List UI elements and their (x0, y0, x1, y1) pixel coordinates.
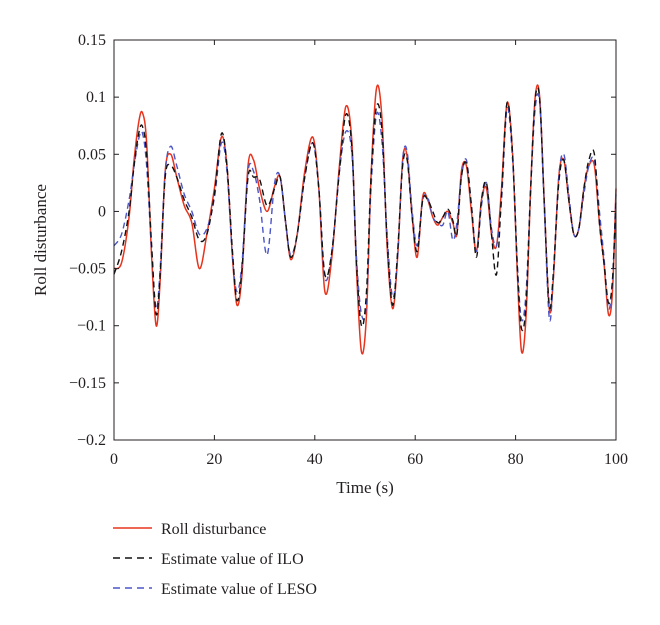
x-tick-label: 0 (110, 451, 118, 468)
y-tick-label: −0.05 (69, 261, 106, 278)
series-line-2 (113, 93, 617, 322)
x-tick-label: 20 (206, 451, 222, 468)
x-tick-label: 100 (604, 451, 628, 468)
x-tick-label: 40 (307, 451, 323, 468)
y-tick-label: −0.1 (77, 318, 106, 335)
axis-tick-labels: 0 20 40 60 80 100 0.15 0.1 0.05 0 −0.05 −0.1 −0.15 −0… (69, 32, 628, 468)
y-tick-label: 0.15 (78, 32, 106, 49)
y-tick-label: −0.2 (77, 432, 106, 449)
legend-label-0: Roll disturbance (161, 521, 266, 538)
y-axis-label: Roll disturbance (31, 184, 50, 296)
x-tick-label: 80 (508, 451, 524, 468)
x-axis-label: Time (s) (336, 478, 393, 497)
y-tick-label: −0.15 (69, 375, 106, 392)
y-tick-label: 0 (98, 203, 106, 220)
plot-frame (113, 39, 617, 441)
plot-lines (113, 84, 617, 355)
legend: Roll disturbance Estimate value of ILO Est… (113, 521, 317, 598)
y-tick-label: 0.05 (78, 146, 106, 163)
axis-ticks (113, 39, 617, 441)
series-line-1 (113, 86, 617, 332)
x-tick-label: 60 (407, 451, 423, 468)
legend-label-1: Estimate value of ILO (161, 551, 304, 568)
y-tick-label: 0.1 (86, 89, 106, 106)
legend-label-2: Estimate value of LESO (161, 581, 317, 598)
